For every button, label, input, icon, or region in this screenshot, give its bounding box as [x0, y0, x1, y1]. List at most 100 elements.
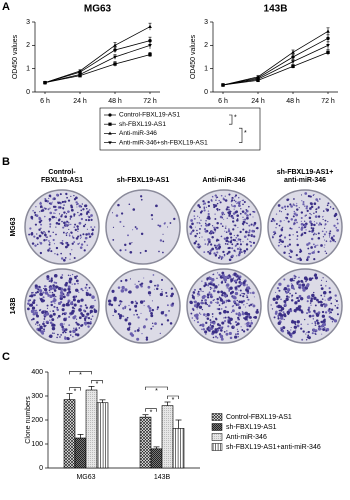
colony: [148, 309, 152, 313]
colony: [239, 243, 242, 246]
colony: [77, 299, 81, 303]
bar: [161, 405, 174, 469]
colony: [86, 289, 89, 291]
plate-dish: [105, 268, 181, 344]
colony: [43, 324, 46, 328]
colony: [217, 327, 221, 330]
colony: [307, 308, 310, 311]
colony: [233, 325, 235, 328]
colony: [35, 214, 39, 218]
plate: [24, 189, 100, 265]
colony: [129, 332, 133, 336]
x-tick-label: 143B: [154, 474, 171, 481]
colony: [250, 303, 253, 306]
colony: [314, 276, 318, 280]
colony: [69, 330, 72, 333]
colony: [32, 317, 35, 321]
colony: [238, 197, 240, 199]
colony: [240, 241, 242, 243]
colony: [213, 244, 216, 247]
colony: [312, 318, 314, 320]
colony: [205, 206, 207, 208]
colony: [108, 302, 112, 306]
colony: [72, 295, 76, 299]
legend-marker: [108, 141, 112, 145]
colony: [321, 298, 324, 300]
colony: [48, 240, 50, 242]
colony: [195, 315, 199, 319]
colony: [220, 308, 223, 310]
colony: [306, 258, 309, 261]
colony: [277, 244, 280, 247]
colony: [293, 210, 296, 213]
colony: [217, 239, 220, 242]
colony: [313, 274, 317, 277]
colony: [296, 296, 299, 300]
marker: [221, 83, 225, 88]
colony: [237, 330, 239, 333]
colony: [61, 242, 64, 245]
colony: [216, 208, 219, 211]
colony: [286, 288, 291, 292]
colony: [248, 324, 252, 328]
colony: [293, 219, 296, 222]
colony: [309, 195, 311, 198]
colony: [310, 224, 313, 227]
colony: [90, 318, 92, 320]
colony: [317, 311, 321, 314]
colony: [290, 299, 294, 302]
colony: [154, 284, 156, 287]
colony: [66, 220, 69, 223]
colony: [28, 304, 32, 307]
colony: [237, 253, 241, 257]
colony: [303, 224, 307, 227]
colony: [309, 212, 311, 215]
colony: [61, 325, 64, 329]
colony: [232, 295, 236, 299]
colony: [43, 321, 45, 323]
bar: [150, 448, 163, 469]
colony: [147, 291, 152, 295]
colony: [249, 213, 252, 216]
colony: [284, 304, 287, 307]
colony: [189, 300, 193, 304]
series-line: [44, 26, 151, 84]
colony: [297, 258, 300, 260]
colony: [250, 320, 252, 322]
colony: [306, 243, 309, 246]
colony: [212, 289, 216, 293]
colony: [134, 283, 136, 285]
colony: [202, 328, 206, 331]
colony: [226, 243, 229, 245]
colony: [76, 318, 78, 320]
colony: [238, 318, 240, 321]
colony: [205, 220, 207, 222]
colony: [76, 206, 78, 208]
colony: [327, 202, 330, 205]
colony: [224, 230, 226, 232]
legend-label: Control-FBXL19-AS1: [226, 414, 292, 421]
error-bar: [99, 399, 106, 403]
error-bar: [142, 414, 149, 418]
colony: [28, 233, 31, 236]
colony: [211, 324, 215, 328]
series-line: [222, 51, 329, 86]
significance-label: *: [79, 372, 82, 379]
colony: [227, 316, 230, 319]
colony: [39, 211, 41, 213]
colony: [248, 304, 251, 307]
colony: [160, 311, 165, 315]
colony: [308, 295, 310, 297]
colony: [90, 305, 92, 307]
colony: [207, 200, 210, 204]
colony: [207, 243, 209, 245]
marker: [113, 43, 117, 47]
colony: [40, 219, 43, 222]
colony: [83, 321, 88, 325]
colony: [312, 328, 316, 332]
colony: [235, 312, 238, 316]
colony: [217, 209, 219, 212]
colony: [52, 286, 56, 290]
colony: [86, 321, 90, 325]
colony: [38, 324, 41, 326]
